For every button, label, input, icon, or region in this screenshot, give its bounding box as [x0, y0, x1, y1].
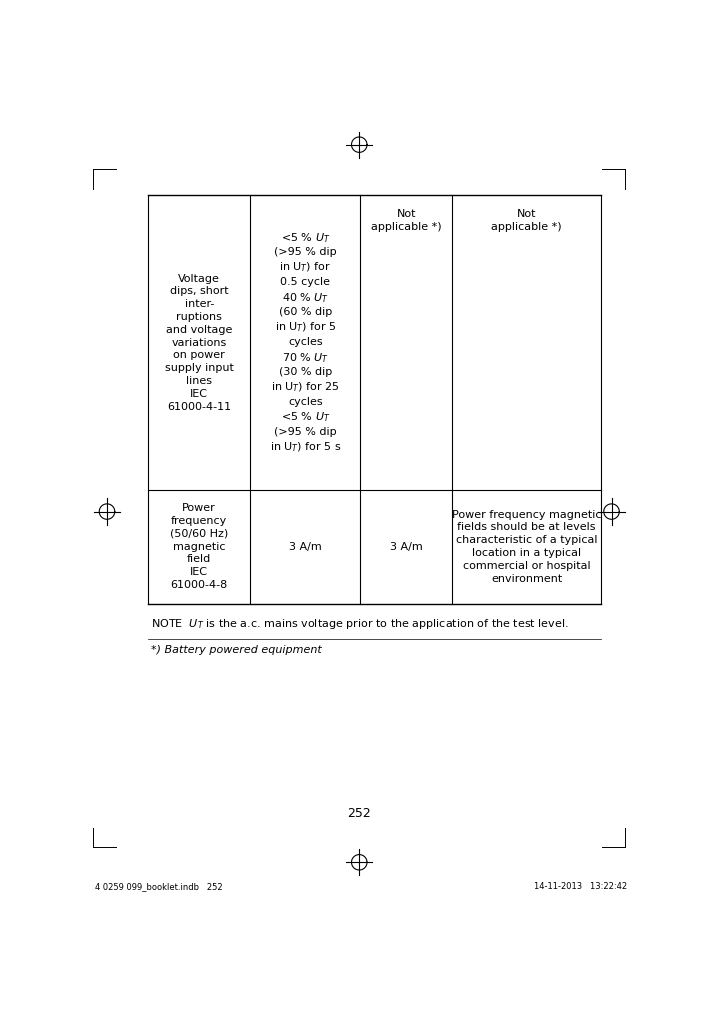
Text: 3 A/m: 3 A/m	[390, 542, 423, 552]
Text: Not
applicable *): Not applicable *)	[491, 210, 562, 232]
Text: 14-11-2013   13:22:42: 14-11-2013 13:22:42	[534, 881, 627, 890]
Text: 4 0259 099_booklet.indb   252: 4 0259 099_booklet.indb 252	[95, 881, 223, 890]
Text: *) Battery powered equipment: *) Battery powered equipment	[151, 645, 322, 655]
Text: Power frequency magnetic
fields should be at levels
characteristic of a typical
: Power frequency magnetic fields should b…	[452, 510, 601, 583]
Text: Power
frequency
(50/60 Hz)
magnetic
field
IEC
61000-4-8: Power frequency (50/60 Hz) magnetic fiel…	[170, 503, 229, 590]
Text: 3 A/m: 3 A/m	[289, 542, 322, 552]
Text: Voltage
dips, short
inter-
ruptions
and voltage
variations
on power
supply input: Voltage dips, short inter- ruptions and …	[165, 274, 233, 411]
Text: <5 % $\mathit{U}_T$
(>95 % dip
in U$_T$) for
0.5 cycle
40 % $\mathit{U}_T$
(60 %: <5 % $\mathit{U}_T$ (>95 % dip in U$_T$)…	[270, 231, 341, 454]
Text: 252: 252	[348, 806, 371, 820]
Text: Not
applicable *): Not applicable *)	[371, 210, 442, 232]
Text: NOTE  $\mathit{U}_T$ is the a.c. mains voltage prior to the application of the t: NOTE $\mathit{U}_T$ is the a.c. mains vo…	[151, 618, 569, 631]
